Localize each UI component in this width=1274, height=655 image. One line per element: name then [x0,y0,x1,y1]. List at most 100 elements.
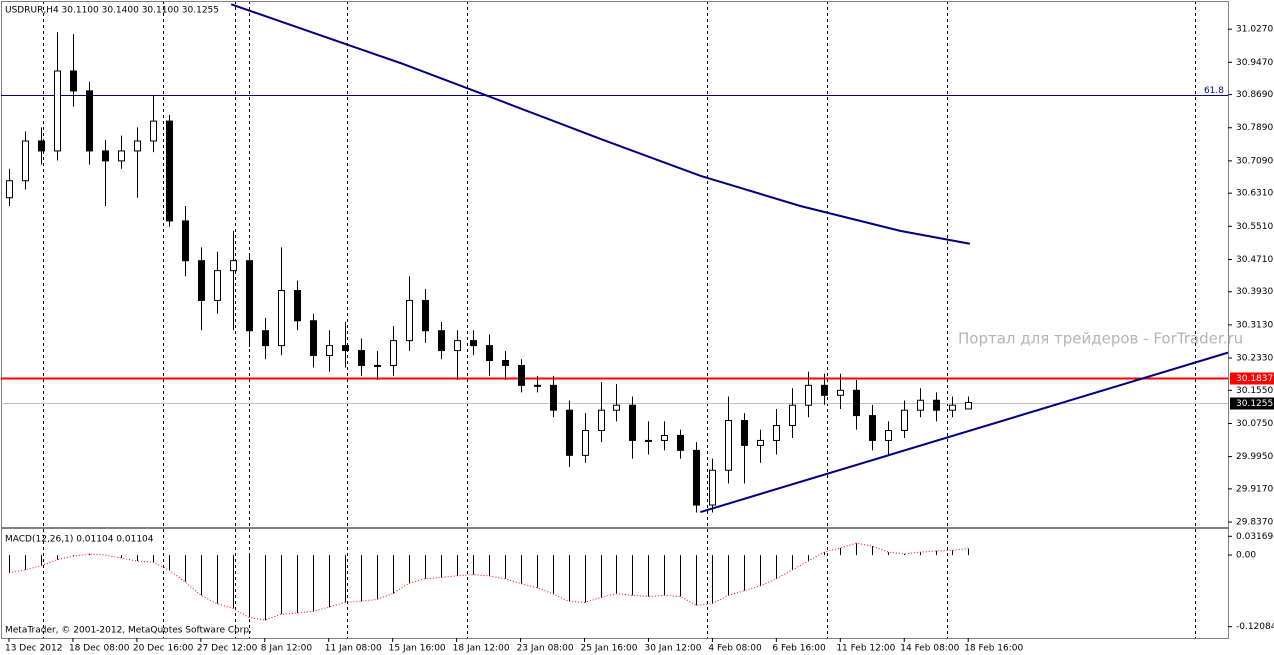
y-tick-label: 30.9470 [1236,58,1273,68]
candle-body [582,429,589,456]
candle-body [534,384,541,387]
y-tick-label: 30.0750 [1236,419,1273,429]
y-tick-label: 30.3130 [1236,320,1273,330]
y-tick-label: 0.00 [1236,551,1256,561]
x-tick-label: 8 Jan 12:00 [261,644,313,654]
candle-body [214,270,221,301]
y-tick-label: 30.7890 [1236,123,1273,133]
candle-body [933,399,940,411]
y-tick-label: 30.7090 [1236,156,1273,166]
candle-body [550,384,557,411]
x-tick-label: 18 Dec 08:00 [69,644,130,654]
candle-body [917,399,924,411]
y-tick-label: 30.3930 [1236,287,1273,297]
macd-pane-border [1,528,1229,639]
candle-body [661,434,668,441]
candle-body [134,140,141,152]
main-pane-border [1,1,1229,528]
candle-body [198,260,205,301]
candle-body [246,260,253,332]
candle-body [949,404,956,411]
y-tick-label: 31.0270 [1236,25,1273,35]
y-tick-label: 30.8690 [1236,90,1273,100]
candle-body [502,360,509,366]
candle-body [821,384,828,396]
candle-body [150,120,157,142]
x-tick-label: 25 Jan 16:00 [581,644,638,654]
candle-body [438,330,445,352]
candle-body [598,409,605,431]
candle-body [741,420,748,446]
candle-body [294,290,301,322]
x-tick-label: 11 Jan 08:00 [325,644,382,654]
candle-body [885,429,892,441]
price-tag-label: 30.1837 [1236,374,1273,384]
trend-line [700,351,1229,514]
price-tag [1230,397,1274,410]
candle-body [693,449,700,506]
candle-body [262,330,269,347]
x-tick-label: 23 Jan 08:00 [517,644,574,654]
chart-title: USDRUR,H4 30.1100 30.1400 30.1100 30.125… [5,6,219,16]
candle-body [70,70,77,92]
footer: MetaTrader, © 2001-2012, MetaQuotes Soft… [5,626,252,636]
candle-body [102,150,109,162]
candle-body [486,345,493,362]
y-tick-label: 30.1550 [1236,386,1273,396]
x-tick-label: 30 Jan 12:00 [644,644,701,654]
candle-body [38,140,45,152]
candle-body [629,404,636,441]
x-tick-label: 20 Dec 16:00 [133,644,194,654]
candle-body [470,340,477,347]
candle-body [22,140,29,182]
candle-body [805,384,812,406]
x-tick-label: 15 Jan 16:00 [389,644,446,654]
candle-body [118,150,125,162]
x-tick-label: 27 Dec 12:00 [197,644,258,654]
candle-body [342,345,349,352]
candle-body [326,345,333,357]
macd-title: MACD(12,26,1) 0.01104 0.01104 [5,535,154,545]
candle-body [709,469,716,506]
candle-body [86,90,93,152]
y-tick-label: 30.5510 [1236,222,1273,232]
price-tag [1230,372,1274,385]
x-tick-label: 4 Feb 08:00 [708,644,762,654]
candle-body [965,402,972,410]
y-tick-label: 29.9170 [1236,484,1273,494]
y-tick-label: 30.6310 [1236,189,1273,199]
candle-body [773,425,780,441]
candle-body [757,439,764,446]
y-tick-label: 30.2330 [1236,354,1273,364]
x-tick-label: 11 Feb 12:00 [836,644,895,654]
candle-body [422,299,429,332]
candle-body [677,434,684,451]
x-tick-label: 6 Feb 16:00 [772,644,826,654]
candle-body [901,409,908,431]
signal-line [8,542,969,621]
y-tick-label: -0.12084 [1236,622,1274,632]
candle-body [358,350,365,366]
candle-body [566,409,573,456]
level-label: 61.8 [1204,86,1224,96]
candle-body [518,364,525,386]
candle-body [278,290,285,347]
trend-line [230,3,970,245]
x-tick-label: 13 Dec 2012 [5,644,63,654]
y-tick-label: 0.03169 [1236,532,1273,542]
candle-body [645,439,652,442]
x-tick-label: 14 Feb 08:00 [900,644,959,654]
watermark: Портал для трейдеров - ForTrader.ru [958,330,1243,348]
candle-body [230,260,237,272]
candle-body [837,389,844,396]
x-tick-label: 18 Jan 12:00 [453,644,510,654]
candle-body [613,404,620,411]
y-tick-label: 30.4710 [1236,255,1273,265]
candle-body [725,420,732,471]
candle-body [374,364,381,367]
candle-body [390,340,397,366]
candle-body [853,389,860,417]
candle-body [454,340,461,352]
candle-body [789,404,796,427]
